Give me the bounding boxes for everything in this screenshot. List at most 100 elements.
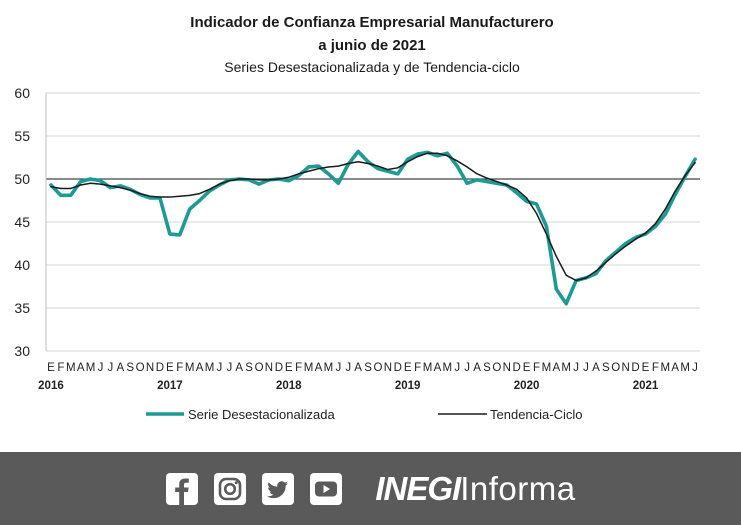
chart-title: Indicador de Confianza Empresarial Manuf… — [190, 14, 553, 31]
data-point-s1 — [109, 186, 112, 189]
x-month-label: J — [692, 362, 698, 374]
data-point-s2 — [446, 155, 448, 157]
x-month-label: E — [523, 362, 531, 374]
x-month-label: N — [265, 362, 273, 374]
x-month-label: E — [166, 362, 174, 374]
y-tick-label: 50 — [14, 171, 30, 187]
chart-subtitle: Series Desestacionalizada y de Tendencia… — [224, 59, 520, 75]
x-month-label: M — [661, 362, 671, 374]
data-point-s2 — [80, 184, 82, 186]
x-month-label: J — [217, 362, 223, 374]
data-point-s2 — [149, 195, 151, 197]
data-point-s1 — [545, 225, 548, 228]
x-month-label: O — [611, 362, 620, 374]
data-point-s1 — [594, 272, 598, 275]
x-month-label: A — [235, 362, 243, 374]
footer-bar: INEGIInforma — [0, 452, 741, 525]
x-month-label: E — [642, 362, 650, 374]
data-point-s2 — [416, 156, 419, 158]
x-month-label: J — [98, 362, 104, 374]
x-month-label: F — [176, 362, 183, 374]
x-month-label: S — [483, 362, 491, 374]
x-month-label: M — [185, 362, 195, 374]
x-month-label: J — [464, 362, 470, 374]
x-month-label: E — [47, 362, 55, 374]
brand-bold-text: INEGI — [375, 469, 461, 507]
twitter-icon[interactable] — [261, 472, 295, 506]
data-point-s2 — [674, 190, 676, 192]
data-point-s1 — [664, 213, 667, 216]
x-month-label: J — [335, 362, 341, 374]
data-point-s1 — [79, 180, 82, 183]
x-month-label: N — [384, 362, 392, 374]
x-month-label: A — [77, 362, 85, 374]
x-month-label: N — [146, 362, 154, 374]
y-tick-label: 45 — [14, 214, 30, 230]
x-month-label: F — [295, 362, 302, 374]
data-point-s2 — [545, 233, 548, 235]
data-point-s1 — [297, 174, 300, 177]
data-point-s2 — [516, 188, 518, 190]
x-month-label: A — [671, 362, 679, 374]
x-month-label: A — [552, 362, 560, 374]
data-point-s2 — [268, 179, 270, 181]
data-point-s1 — [49, 183, 53, 187]
data-point-s2 — [50, 186, 52, 188]
y-tick-label: 35 — [14, 300, 30, 316]
data-point-s1 — [396, 172, 399, 176]
legend: Serie Desestacionalizada Tendencia-Ciclo — [146, 407, 583, 422]
data-point-s1 — [59, 194, 63, 197]
data-point-s1 — [168, 232, 172, 236]
data-point-s1 — [475, 178, 479, 182]
x-year-label: 2020 — [514, 380, 540, 392]
x-month-label: D — [631, 362, 639, 374]
youtube-icon[interactable] — [309, 472, 343, 506]
x-month-label: M — [205, 362, 215, 374]
x-month-label: F — [652, 362, 659, 374]
data-point-s2 — [506, 184, 508, 186]
data-point-s2 — [615, 253, 617, 255]
data-point-s1 — [188, 207, 191, 211]
x-month-label: D — [156, 362, 164, 374]
data-point-s2 — [387, 168, 389, 171]
data-point-s2 — [258, 179, 260, 181]
data-point-s2 — [70, 187, 72, 190]
data-point-s2 — [585, 277, 587, 279]
x-month-label: O — [136, 362, 145, 374]
data-point-s2 — [664, 208, 666, 210]
data-point-s2 — [159, 196, 161, 198]
data-point-s2 — [496, 180, 498, 183]
y-tick-label: 55 — [14, 128, 30, 144]
x-month-label: M — [66, 362, 76, 374]
data-point-s2 — [179, 195, 181, 197]
x-year-label: 2017 — [157, 380, 183, 392]
data-point-s1 — [99, 179, 102, 182]
data-point-s1 — [317, 164, 320, 168]
x-month-label: S — [364, 362, 372, 374]
instagram-icon[interactable] — [213, 472, 247, 506]
chart-title-line2: a junio de 2021 — [318, 37, 426, 54]
x-month-label: S — [245, 362, 253, 374]
data-point-s2 — [298, 173, 300, 175]
brand-light-text: Informa — [460, 469, 576, 507]
facebook-icon[interactable] — [165, 472, 199, 506]
data-point-s1 — [674, 193, 677, 196]
data-point-s1 — [525, 200, 528, 203]
data-point-s1 — [485, 180, 489, 183]
data-point-s1 — [386, 170, 390, 173]
x-year-label: 2018 — [276, 380, 302, 392]
x-year-label: 2019 — [395, 380, 421, 392]
data-point-s1 — [416, 152, 419, 156]
data-point-s1 — [376, 167, 380, 170]
data-point-s1 — [337, 182, 340, 185]
data-point-s1 — [198, 199, 201, 202]
data-point-s2 — [119, 187, 121, 189]
data-point-s1 — [654, 225, 657, 228]
data-point-s2 — [288, 176, 290, 178]
x-month-label: M — [542, 362, 552, 374]
x-month-label: D — [513, 362, 521, 374]
legend-label-1: Serie Desestacionalizada — [188, 407, 335, 422]
x-month-label: D — [394, 362, 402, 374]
data-point-s1 — [515, 191, 518, 194]
data-point-s2 — [486, 177, 488, 179]
